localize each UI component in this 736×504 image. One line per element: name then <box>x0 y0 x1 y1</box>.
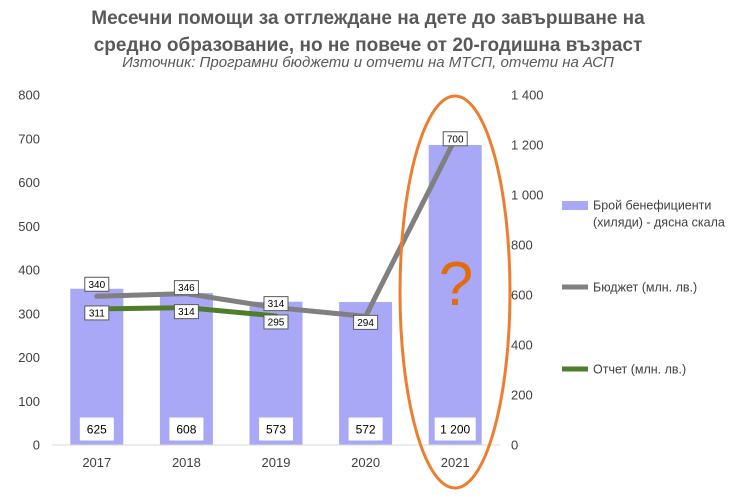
budget-data-label: 340 <box>88 280 105 291</box>
report-data-label-box <box>84 305 110 321</box>
right-axis-tick-label: 800 <box>511 238 533 253</box>
left-axis-tick-label: 700 <box>18 131 40 146</box>
right-axis-tick-label: 1 000 <box>511 188 544 203</box>
bar <box>428 145 482 445</box>
bar-label-box <box>79 417 114 441</box>
budget-data-label: 314 <box>268 299 285 310</box>
bar-label-box <box>259 417 293 441</box>
budget-data-label: 700 <box>447 134 464 145</box>
chart-title: Месечни помощи за отглеждане на дете до … <box>0 5 736 59</box>
x-axis-tick-label: 2021 <box>441 455 470 470</box>
highlight-ellipse <box>398 94 512 490</box>
right-axis-tick-label: 1 200 <box>511 138 544 153</box>
legend-swatch-bar <box>562 201 588 210</box>
bar-data-label: 625 <box>87 423 107 437</box>
report-data-label: 311 <box>89 309 105 320</box>
left-axis-tick-label: 200 <box>18 350 40 365</box>
x-axis-tick-label: 2018 <box>172 455 201 470</box>
bar-data-label: 1 200 <box>440 423 470 437</box>
report-data-label-box <box>263 314 289 330</box>
right-axis: 0 200 400 600 800 1 000 1 200 1 400 <box>511 88 544 453</box>
x-axis-tick-label: 2017 <box>82 455 111 470</box>
left-axis-tick-label: 100 <box>18 394 40 409</box>
left-axis-tick-label: 500 <box>18 219 40 234</box>
legend-label: Бюджет (млн. лв.) <box>593 281 697 295</box>
left-axis-tick-label: 800 <box>18 88 40 103</box>
report-data-label-box <box>173 304 199 320</box>
bar-label-box <box>169 417 204 441</box>
right-axis-tick-label: 600 <box>511 288 533 303</box>
bar-label-box <box>434 417 476 441</box>
bar-data-label: 608 <box>176 423 196 437</box>
budget-data-label-box <box>263 296 289 312</box>
left-axis-tick-label: 300 <box>18 306 40 321</box>
line-data-labels: 340 346 314 294 700 311 314 295 <box>84 131 468 330</box>
bar-data-labels: 625 608 573 572 1 200 <box>79 417 476 441</box>
left-axis: 0 100 200 300 400 500 600 700 800 <box>18 88 40 453</box>
x-axis-tick-label: 2019 <box>262 455 291 470</box>
right-axis-tick-label: 200 <box>511 388 533 403</box>
chart-title-line-2: средно образование, но не повече от 20-г… <box>93 35 643 56</box>
budget-data-label-box <box>84 276 110 292</box>
right-axis-tick-label: 0 <box>511 438 518 453</box>
budget-data-label-box <box>173 280 199 296</box>
bar-label-box <box>348 417 383 441</box>
budget-data-label-box <box>353 314 379 330</box>
budget-data-label: 346 <box>178 283 195 294</box>
right-axis-tick-label: 1 400 <box>511 88 544 103</box>
left-axis-tick-label: 600 <box>18 175 40 190</box>
question-mark-annotation: ? <box>439 250 473 319</box>
bar-data-label: 572 <box>356 423 376 437</box>
x-axis: 2017 2018 2019 2020 2021 <box>82 455 469 470</box>
budget-data-label-box <box>442 131 468 147</box>
x-axis-tick-label: 2020 <box>351 455 380 470</box>
right-axis-tick-label: 400 <box>511 338 533 353</box>
legend-label: Отчет (млн. лв.) <box>593 363 686 377</box>
left-axis-tick-label: 0 <box>33 438 40 453</box>
legend: Брой бенефициенти (хиляди) - дясна скала Б… <box>562 199 725 377</box>
budget-data-label: 294 <box>357 318 374 329</box>
left-axis-tick-label: 400 <box>18 263 40 278</box>
report-data-label: 295 <box>268 318 285 329</box>
report-data-label: 314 <box>178 307 195 318</box>
legend-label: Брой бенефициенти (хиляди) - дясна скала <box>593 199 725 230</box>
chart-title-line-1: Месечни помощи за отглеждане на дете до … <box>91 8 645 29</box>
chart-subtitle: Източник: Програмни бюджети и отчети на … <box>122 54 614 71</box>
bar-data-label: 573 <box>266 423 286 437</box>
